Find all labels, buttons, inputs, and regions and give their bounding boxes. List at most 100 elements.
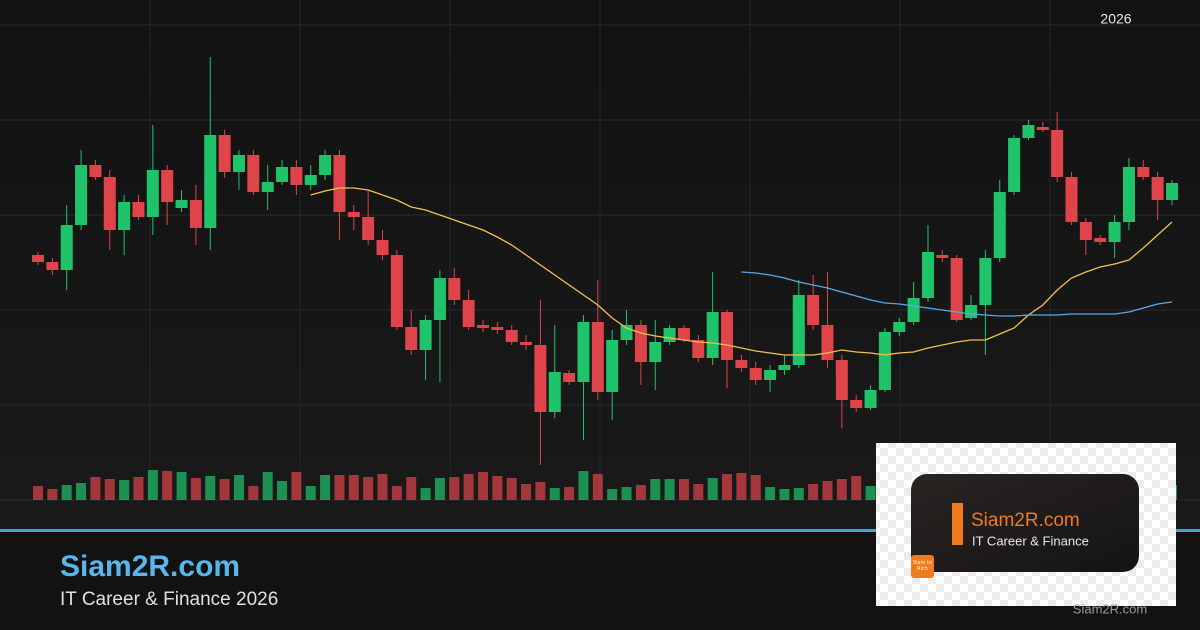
candle-body <box>749 368 762 380</box>
candle-body <box>261 182 274 192</box>
volume-bar <box>607 489 618 500</box>
volume-bar <box>449 477 460 500</box>
candle-body <box>103 177 116 230</box>
candle-body <box>965 305 978 318</box>
volume-bar <box>104 479 115 500</box>
candle-body <box>232 155 245 172</box>
volume-bar <box>406 477 417 500</box>
logo-bar <box>952 503 963 545</box>
volume-bar <box>549 488 560 500</box>
candle-body <box>979 258 992 305</box>
volume-bar <box>851 476 862 500</box>
volume-bar <box>219 479 230 500</box>
volume-bar <box>750 475 761 500</box>
volume-bar <box>277 481 288 500</box>
candle-body <box>175 200 188 208</box>
volume-bar <box>262 472 273 500</box>
candle-body <box>204 135 217 228</box>
volume-bar <box>693 484 704 500</box>
candle-body <box>764 370 777 380</box>
candle-body <box>663 328 676 342</box>
year-label: 2026 <box>1100 11 1131 27</box>
candle-body <box>1051 130 1064 177</box>
volume-bar <box>90 477 101 500</box>
candle-body <box>1036 127 1049 130</box>
candle-body <box>950 258 963 320</box>
volume-bar <box>836 479 847 500</box>
volume-bar <box>678 479 689 500</box>
candle-body <box>1008 138 1021 192</box>
volume-bar <box>779 489 790 500</box>
volume-bar <box>463 474 474 500</box>
volume-bar <box>521 484 532 500</box>
candle-body <box>132 202 145 217</box>
candle-body <box>1122 167 1135 222</box>
candle-body <box>677 328 690 340</box>
volume-bar <box>564 487 575 500</box>
candle-body <box>189 200 202 228</box>
volume-bar <box>61 485 72 500</box>
candle-body <box>807 295 820 325</box>
candle-body <box>89 165 102 177</box>
volume-bar <box>635 485 646 500</box>
candle-body <box>921 252 934 298</box>
candle-body <box>993 192 1006 258</box>
candle-body <box>247 155 260 192</box>
volume-bar <box>305 486 316 500</box>
volume-bar <box>434 478 445 500</box>
candle-body <box>577 322 590 382</box>
volume-bar <box>506 478 517 500</box>
volume-bar <box>162 471 173 500</box>
candle-body <box>46 262 59 270</box>
candle-body <box>721 312 734 360</box>
candle-body <box>649 342 662 362</box>
logo-badge-box: Siam to Rich <box>912 560 933 572</box>
logo: Siam2R.com IT Career & Finance Siam to R… <box>876 443 1176 616</box>
candle-body <box>60 225 73 270</box>
site-name: Siam2R.com <box>60 550 240 583</box>
volume-bar <box>291 472 302 500</box>
volume-bar <box>578 471 589 500</box>
candle-body <box>520 342 533 345</box>
volume-bar <box>865 486 876 500</box>
candle-body <box>706 312 719 358</box>
candle-body <box>1166 183 1178 200</box>
candle-body <box>864 390 877 408</box>
candle-body <box>304 175 317 185</box>
logo-badge <box>911 555 934 578</box>
volume-bar <box>334 475 345 500</box>
candle-body <box>1022 125 1035 138</box>
candle-body <box>462 300 475 327</box>
candle-body <box>534 345 547 412</box>
volume-bar <box>535 482 546 500</box>
candle-body <box>390 255 403 327</box>
logo-site: Siam2R.com <box>971 510 1080 531</box>
candle-body <box>907 298 920 322</box>
volume-bar <box>621 487 632 500</box>
candle-body <box>505 330 518 342</box>
candle-body <box>878 332 891 390</box>
watermark: Siam2R.com <box>1073 601 1147 616</box>
candle-body <box>548 372 561 412</box>
volume-bar <box>133 477 144 500</box>
volume-bar <box>190 478 201 500</box>
candle-body <box>1108 222 1121 242</box>
candle-body <box>1094 238 1107 242</box>
candle-body <box>118 202 131 230</box>
volume-bar <box>420 488 431 500</box>
moving-average <box>741 271 1173 317</box>
logo-card <box>911 474 1139 572</box>
volume-bar <box>822 481 833 500</box>
divider <box>0 529 1200 532</box>
logo-badge-text: Siam to Rich <box>912 560 933 572</box>
candle-body <box>778 365 791 370</box>
volume-bar <box>363 477 374 500</box>
candle-body <box>376 240 389 255</box>
tagline: IT Career & Finance 2026 <box>60 589 278 610</box>
candle-body <box>146 170 159 217</box>
candle-body <box>893 322 906 332</box>
candle-body <box>290 167 303 185</box>
candle-body <box>563 373 576 382</box>
